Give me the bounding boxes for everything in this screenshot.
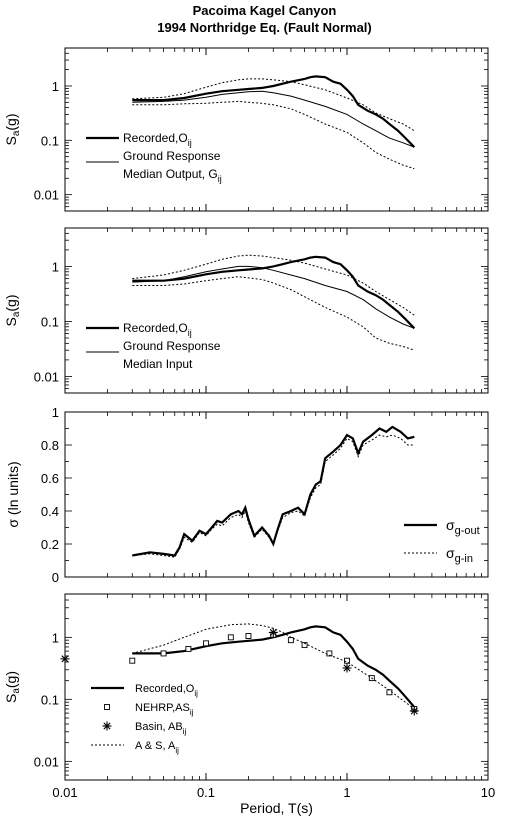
series-line	[132, 100, 415, 170]
legend-label: A & S, Aij	[135, 740, 179, 755]
data-point	[301, 642, 308, 649]
data-point	[129, 657, 136, 664]
series-2	[129, 631, 418, 712]
y-tick-label: 0.01	[34, 754, 59, 769]
data-point	[185, 645, 192, 652]
y-tick-label: 1	[52, 79, 59, 94]
data-point	[268, 627, 278, 637]
legend-label: Basin, ABij	[135, 721, 186, 736]
y-tick-label: 0.6	[41, 471, 59, 486]
series-4	[132, 623, 415, 710]
y-tick-label: 0.1	[41, 314, 59, 329]
plot-frame	[64, 593, 489, 781]
plot-frame	[64, 411, 489, 578]
series-line	[132, 254, 415, 316]
data-point	[245, 633, 252, 639]
series-1	[132, 625, 416, 708]
y-tick-label: 0.8	[41, 438, 59, 453]
legend-label: Recorded,Oij	[135, 683, 198, 698]
legend-label: NEHRP,ASij	[135, 702, 194, 717]
plot-frame	[64, 47, 489, 212]
y-axis-label: Sa(g)	[3, 671, 22, 703]
legend-label: σg-out	[446, 517, 480, 537]
x-axis-label: Period, T(s)	[240, 800, 313, 816]
y-tick-label: 1	[52, 405, 59, 420]
series-line	[132, 90, 415, 148]
panel-4: 0.01 0.1 1 Sa(g) Recorded,Oij NEHRP,ASij Basin…	[3, 593, 489, 781]
y-tick-label: 0.2	[41, 537, 59, 552]
legend-label: Recorded,Oij	[123, 321, 192, 338]
series-line	[132, 623, 415, 710]
series-line	[132, 78, 415, 132]
series-4	[132, 100, 415, 170]
data-point	[326, 650, 333, 657]
y-axis-label: Sa(g)	[3, 294, 22, 326]
plot-frame	[64, 227, 489, 394]
data-point	[409, 706, 419, 716]
series-line	[132, 434, 415, 558]
y-tick-label: 1	[52, 259, 59, 274]
data-point	[60, 654, 70, 664]
x-tick-label: 10	[481, 785, 495, 800]
series-1	[132, 75, 416, 148]
legend-label: Ground Response	[123, 339, 221, 353]
y-tick-label: 1	[52, 630, 59, 645]
y-tick-label: 0.1	[41, 133, 59, 148]
x-tick-label: 0.01	[52, 785, 77, 800]
series-line	[132, 75, 416, 148]
series-line	[132, 625, 416, 708]
data-point	[227, 634, 234, 641]
x-tick-label: 1	[343, 785, 350, 800]
legend-marker	[104, 704, 110, 710]
series-1	[132, 255, 416, 330]
legend: σg-out σg-in	[404, 517, 480, 565]
legend-label: Median Input	[123, 357, 193, 371]
series-line	[132, 265, 415, 329]
series-3	[132, 254, 415, 316]
chart-title: Pacoima Kagel Canyon 1994 Northridge Eq.…	[0, 2, 529, 36]
y-tick-label: 0	[52, 570, 59, 585]
series-line	[132, 276, 415, 351]
legend-label: Median Output, Gij	[123, 167, 222, 184]
series-2	[132, 265, 415, 329]
panel-3: 0 0.2 0.4 0.6 0.8 1 σ (ln units) σg-out σg-in	[5, 405, 489, 585]
series-1	[132, 425, 415, 557]
series-line	[132, 425, 415, 557]
data-point	[160, 650, 167, 657]
data-point	[203, 640, 209, 647]
chart-title-line-2: 1994 Northridge Eq. (Fault Normal)	[157, 20, 372, 35]
chart-title-line-1: Pacoima Kagel Canyon	[192, 3, 337, 18]
y-tick-label: 0.01	[34, 369, 59, 384]
y-tick-label: 0.4	[41, 504, 59, 519]
legend: Recorded,Oij NEHRP,ASij Basin, ABij A & S, …	[91, 683, 198, 755]
legend-label: Ground Response	[123, 149, 221, 163]
series-3	[132, 78, 415, 132]
legend-marker	[102, 721, 112, 731]
series-3	[60, 627, 419, 716]
series-2	[132, 434, 415, 558]
legend-label: σg-in	[446, 545, 473, 565]
y-tick-label: 0.1	[41, 692, 59, 707]
data-point	[287, 637, 294, 644]
series-2	[132, 90, 415, 148]
y-axis-label: σ (ln units)	[5, 461, 21, 527]
data-point	[344, 657, 350, 664]
series-4	[132, 276, 415, 351]
data-point	[342, 663, 352, 673]
y-tick-label: 0.01	[34, 188, 59, 203]
data-point	[386, 689, 393, 696]
y-axis-label: Sa(g)	[3, 113, 22, 145]
legend-label: Recorded,Oij	[123, 131, 192, 148]
x-tick-label: 0.1	[197, 785, 215, 800]
series-line	[132, 255, 416, 330]
